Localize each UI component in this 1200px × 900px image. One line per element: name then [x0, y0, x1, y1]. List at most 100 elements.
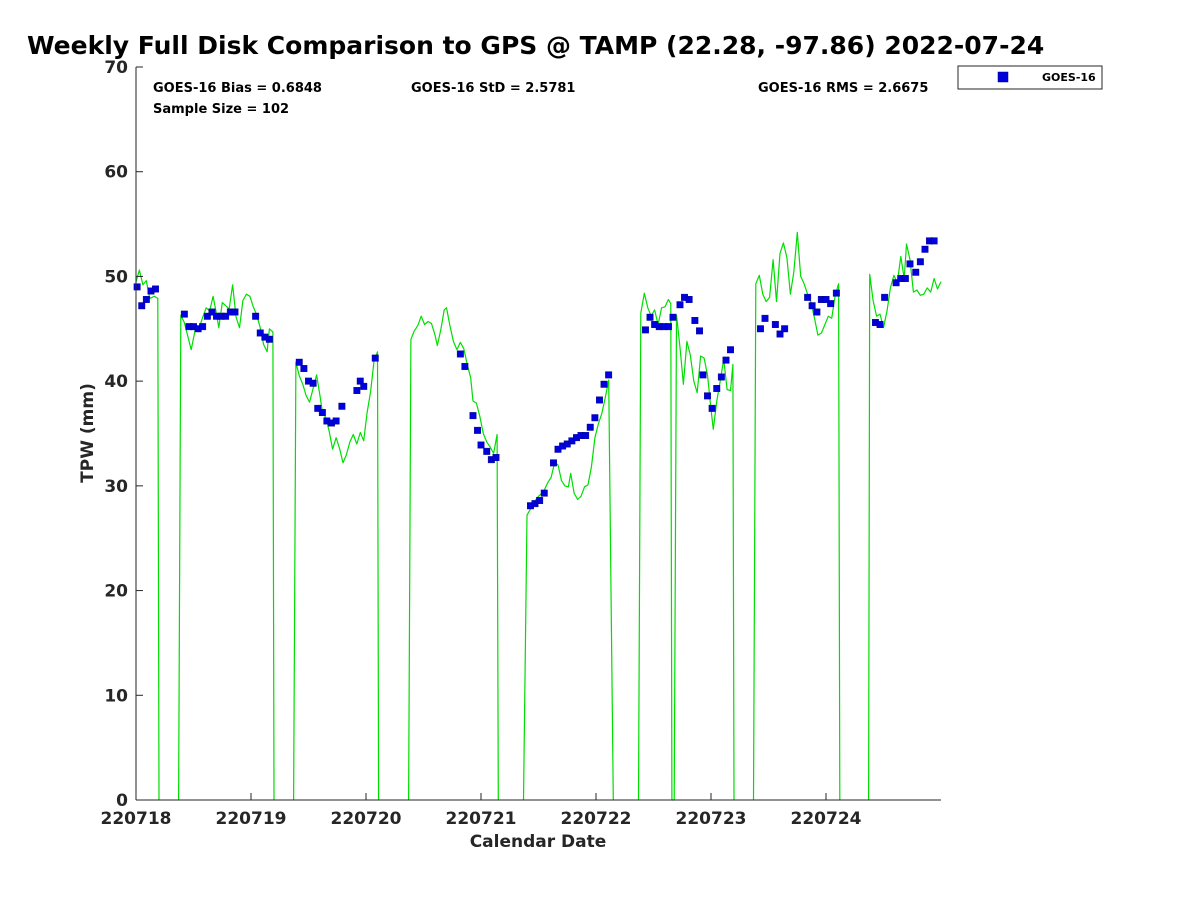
gps-line-segment — [752, 231, 841, 801]
goes-16-point — [222, 312, 230, 320]
goes-16-series — [133, 237, 938, 510]
gps-line-segment — [408, 307, 499, 801]
goes-16-point — [477, 441, 485, 449]
goes-16-point — [708, 404, 716, 412]
goes-16-point — [338, 402, 346, 410]
goes-16-point — [300, 365, 308, 372]
goes-16-point — [722, 356, 730, 364]
goes-16-point — [314, 404, 322, 412]
plot-area — [133, 67, 942, 801]
x-tick-label: 220719 — [216, 809, 287, 829]
x-tick-label: 220722 — [561, 809, 632, 829]
goes-16-point — [781, 325, 789, 333]
goes-16-point — [832, 289, 840, 297]
goes-16-point — [713, 385, 721, 392]
x-tick-label: 220723 — [676, 809, 747, 829]
goes-16-point — [646, 313, 654, 321]
x-tick-label: 220720 — [331, 809, 402, 829]
goes-16-point — [901, 275, 909, 282]
goes-16-point — [586, 423, 594, 431]
goes-16-point — [353, 387, 361, 394]
legend-box — [957, 65, 1103, 90]
goes-16-point — [600, 380, 608, 388]
goes-16-point — [669, 313, 677, 321]
y-axis-label: TPW (mm) — [78, 383, 98, 483]
goes-16-point — [469, 412, 477, 420]
goes-16-point — [771, 321, 779, 328]
goes-16-point — [808, 302, 816, 310]
gps-line-segment — [522, 379, 614, 801]
bias-stat: GOES-16 Bias = 0.6848 — [153, 81, 322, 96]
goes-16-point — [757, 325, 764, 333]
goes-16-point — [231, 308, 239, 316]
x-tick-label: 220718 — [101, 809, 172, 829]
goes-16-point — [199, 323, 207, 331]
goes-16-point — [540, 489, 548, 497]
goes-16-point — [591, 414, 599, 422]
std-stat: GOES-16 StD = 2.5781 — [411, 81, 575, 96]
x-axis-label: Calendar Date — [470, 832, 607, 852]
goes-16-point — [704, 392, 711, 400]
goes-16-point — [536, 497, 544, 504]
goes-16-point — [906, 260, 914, 268]
goes-16-point — [827, 300, 835, 308]
goes-16-point — [892, 279, 900, 287]
goes-16-point — [822, 296, 830, 303]
goes-16-point — [582, 432, 590, 439]
goes-16-point — [360, 382, 368, 390]
rms-stat: GOES-16 RMS = 2.6675 — [758, 81, 928, 96]
goes-16-point — [461, 363, 469, 370]
gps-line-segment — [293, 351, 380, 801]
legend-marker-goes-16 — [997, 71, 1009, 83]
goes-16-point — [138, 302, 146, 310]
goes-16-point — [265, 335, 273, 343]
chart-title: Weekly Full Disk Comparison to GPS @ TAM… — [27, 31, 1044, 60]
x-tick-label: 220724 — [791, 809, 862, 829]
goes-16-point — [717, 373, 725, 381]
goes-16-point — [912, 268, 920, 276]
goes-16-point — [804, 293, 812, 301]
goes-16-point — [642, 326, 649, 334]
y-tick-label: 60 — [104, 163, 128, 183]
goes-16-point — [776, 330, 784, 338]
goes-16-point — [930, 237, 938, 245]
y-tick-label: 40 — [104, 372, 128, 392]
goes-16-point — [371, 354, 379, 362]
goes-16-point — [881, 293, 889, 301]
goes-16-point — [142, 296, 150, 303]
goes-16-point — [605, 371, 613, 379]
goes-16-point — [256, 329, 264, 337]
goes-16-point — [483, 447, 491, 455]
goes-16-point — [665, 323, 672, 331]
goes-16-point — [152, 285, 160, 293]
goes-16-point — [596, 396, 603, 404]
goes-16-point — [676, 301, 684, 309]
goes-16-point — [696, 327, 703, 335]
goes-16-point — [295, 358, 303, 366]
y-tick-label: 50 — [104, 267, 128, 287]
goes-16-point — [699, 371, 707, 379]
x-tick-label: 220721 — [446, 809, 517, 829]
legend: GOES-16 — [957, 65, 1103, 90]
y-axis-ticks: 0 10 20 30 40 50 60 70 — [104, 58, 143, 811]
goes-16-point — [133, 283, 141, 291]
y-tick-label: 30 — [104, 477, 128, 497]
sample-size-stat: Sample Size = 102 — [153, 102, 289, 117]
goes-16-point — [203, 312, 211, 320]
legend-label-goes-16: GOES-16 — [1042, 71, 1096, 84]
gps-line-segment — [637, 292, 735, 801]
goes-16-point — [921, 245, 929, 253]
goes-16-point — [180, 310, 188, 318]
goes-16-point — [813, 308, 821, 316]
y-tick-label: 10 — [104, 686, 128, 706]
goes-16-point — [208, 308, 216, 316]
goes-16-point — [474, 426, 481, 434]
goes-16-point — [685, 296, 693, 303]
plot-background — [136, 67, 941, 800]
y-tick-label: 0 — [116, 791, 128, 811]
goes-16-point — [691, 317, 699, 324]
goes-16-point — [727, 346, 734, 354]
goes-16-point — [492, 454, 500, 461]
goes-16-point — [876, 321, 884, 328]
